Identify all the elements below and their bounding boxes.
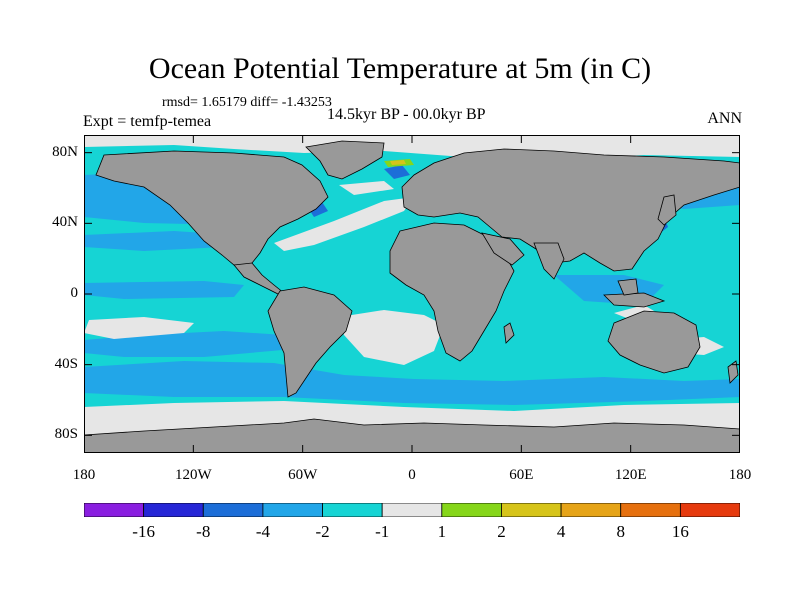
colorbar-swatch	[679, 503, 740, 517]
antarctica	[84, 418, 740, 453]
colorbar-label: 2	[497, 522, 506, 541]
lat-label: 80S	[54, 426, 78, 443]
colorbar-label: -4	[255, 522, 270, 541]
lon-label: 120E	[614, 467, 647, 483]
japan	[657, 194, 677, 226]
colorbar-swatch	[560, 503, 622, 517]
colorbar-swatch	[381, 503, 443, 517]
statistics-text: rmsd= 1.65179 diff= -1.43253	[162, 95, 332, 110]
world-map	[84, 135, 740, 453]
colorbar-label: 1	[437, 522, 447, 541]
lon-label: 180	[72, 467, 96, 483]
lat-label: 0	[70, 285, 79, 301]
plot-title: Ocean Potential Temperature at 5m (in C)	[148, 52, 652, 85]
land	[84, 140, 740, 453]
colorbar-label: -1	[375, 522, 390, 541]
india	[533, 242, 565, 280]
lon-label: 120W	[174, 467, 212, 483]
lon-label: 60E	[509, 467, 534, 483]
colorbar-label: -8	[196, 522, 211, 541]
colorbar-swatch	[501, 503, 562, 517]
lat-tick-marks	[84, 152, 740, 436]
lat-label: 80N	[52, 143, 78, 160]
period-label: 14.5kyr BP - 00.0kyr BP	[327, 106, 486, 123]
colorbar-swatch	[322, 503, 383, 517]
colorbar-swatch	[202, 503, 264, 517]
lat-label: 40S	[54, 355, 78, 372]
colorbar-label: -16	[132, 522, 155, 541]
australia	[607, 310, 701, 374]
greenland	[305, 140, 385, 180]
lon-label: 180	[728, 467, 752, 483]
colorbar-label: 4	[556, 522, 566, 541]
lat-label: 40N	[52, 214, 78, 231]
season-label: ANN	[707, 110, 742, 127]
new-zealand	[727, 360, 739, 384]
colorbar-label: 8	[616, 522, 625, 541]
colorbar-swatch	[84, 503, 145, 517]
colorbar	[84, 503, 740, 517]
lon-label: 0	[408, 467, 416, 483]
madagascar	[503, 322, 515, 344]
experiment-label: Expt = temfp-temea	[83, 113, 212, 130]
colorbar-swatch	[262, 503, 323, 517]
colorbar-swatch	[143, 503, 204, 517]
colorbar-swatch	[620, 503, 681, 517]
borneo	[617, 278, 639, 296]
arabia	[481, 232, 525, 266]
colorbar-label: 16	[671, 522, 689, 541]
colorbar-swatch	[441, 503, 502, 517]
south-america	[267, 286, 353, 398]
lon-label: 60W	[288, 467, 318, 483]
lon-tick-marks	[84, 135, 740, 453]
colorbar-label: -2	[315, 522, 330, 541]
eurasia	[401, 148, 740, 272]
north-america	[95, 150, 329, 270]
